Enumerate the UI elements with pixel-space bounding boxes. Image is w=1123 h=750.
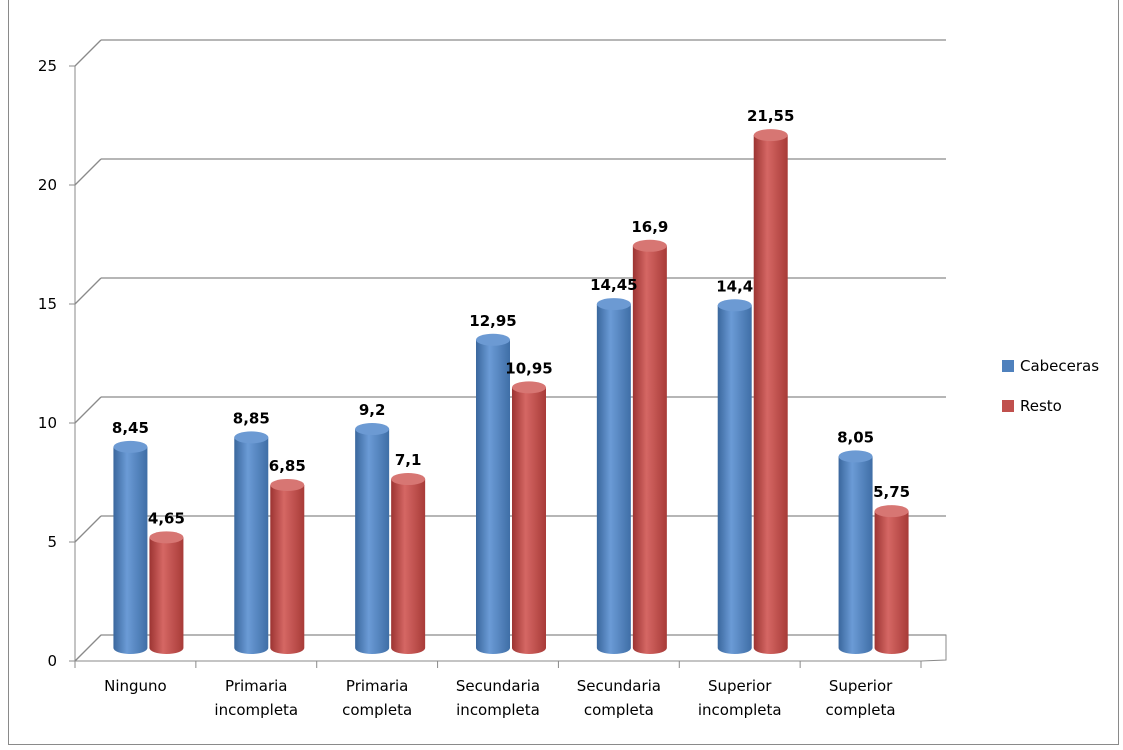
data-label: 21,55 [747, 107, 794, 125]
bar-top-cabeceras [234, 431, 269, 444]
legend-label: Cabeceras [1020, 357, 1100, 375]
y-tick-label: 15 [38, 295, 57, 313]
data-label: 8,05 [837, 428, 874, 446]
x-tick-label: Primaria incompleta [214, 677, 298, 719]
chart-floor [73, 634, 947, 662]
bar-resto [149, 537, 184, 654]
data-labels: 8,45 8,85 9,2 12,95 14,45 14,4 8,05 4,65 6,85 7,1… [112, 107, 910, 527]
bar-resto [270, 484, 305, 654]
x-tick-label: Secundaria completa [577, 677, 661, 719]
gridline-depth [74, 39, 102, 67]
data-label: 16,9 [631, 218, 668, 236]
gridlines [74, 39, 946, 662]
legend-label: Resto [1020, 397, 1062, 415]
data-label: 12,95 [469, 312, 516, 330]
bar-top-cabeceras [113, 440, 148, 453]
x-tick-label: Superior completa [826, 677, 896, 719]
bar-resto [753, 135, 788, 655]
bar-resto [874, 511, 909, 654]
bar-cabeceras [476, 339, 510, 654]
bars [113, 129, 909, 655]
y-tick-label: 25 [38, 57, 57, 75]
bar-top-resto [270, 478, 305, 491]
bar-resto [391, 479, 426, 654]
gridline-depth [74, 277, 102, 305]
bar-cabeceras [113, 446, 148, 654]
legend-item: Cabeceras [1002, 346, 1099, 386]
legend-item: Resto [1002, 386, 1099, 426]
bar-cabeceras [838, 456, 873, 654]
bar-top-resto [753, 129, 788, 142]
y-tick-label: 5 [47, 533, 57, 551]
y-tick-label: 10 [38, 414, 57, 432]
y-tick-label: 20 [38, 176, 57, 194]
bar-chart: 0 5 10 15 20 25 Ninguno Primaria incompleta Prima… [38, 39, 947, 719]
bar-cabeceras [717, 305, 752, 654]
bar-top-cabeceras [355, 423, 390, 436]
bar-top-resto [874, 505, 909, 518]
x-tick-label: Secundaria incompleta [456, 677, 540, 719]
data-label: 8,45 [112, 419, 149, 437]
bar-resto [512, 387, 546, 654]
gridline-depth [74, 634, 102, 662]
x-tick-label: Primaria completa [342, 677, 412, 719]
bar-cabeceras [234, 437, 269, 654]
data-label: 14,4 [716, 277, 753, 295]
axes: 0 5 10 15 20 25 Ninguno Primaria incompleta Prima… [38, 57, 922, 719]
bar-cabeceras [355, 429, 390, 654]
bar-cabeceras [596, 304, 631, 654]
data-label: 10,95 [505, 359, 552, 377]
bar-top-resto [512, 381, 546, 394]
bar-top-cabeceras [476, 333, 510, 346]
bar-resto [632, 245, 667, 654]
gridline-depth [74, 158, 102, 186]
bar-top-cabeceras [596, 298, 631, 311]
legend-swatch [1002, 400, 1014, 412]
chart-frame: 0 5 10 15 20 25 Ninguno Primaria incompleta Prima… [8, 0, 1119, 745]
gridline-depth [74, 396, 102, 424]
bar-top-cabeceras [717, 299, 752, 312]
data-label: 7,1 [395, 451, 422, 469]
legend: Cabeceras Resto [1002, 346, 1099, 426]
data-label: 6,85 [269, 457, 306, 475]
gridline-depth [74, 515, 102, 543]
data-label: 8,85 [233, 409, 270, 427]
bar-top-resto [391, 473, 426, 486]
data-label: 14,45 [590, 276, 637, 294]
bar-top-resto [149, 531, 184, 544]
legend-swatch [1002, 360, 1014, 372]
y-tick-label: 0 [47, 652, 57, 670]
x-tick-label: Superior incompleta [698, 677, 782, 719]
data-label: 4,65 [148, 509, 185, 527]
x-tick-label: Ninguno [104, 677, 167, 695]
data-label: 5,75 [873, 483, 910, 501]
bar-top-cabeceras [838, 450, 873, 463]
bar-top-resto [632, 239, 667, 252]
data-label: 9,2 [359, 401, 386, 419]
